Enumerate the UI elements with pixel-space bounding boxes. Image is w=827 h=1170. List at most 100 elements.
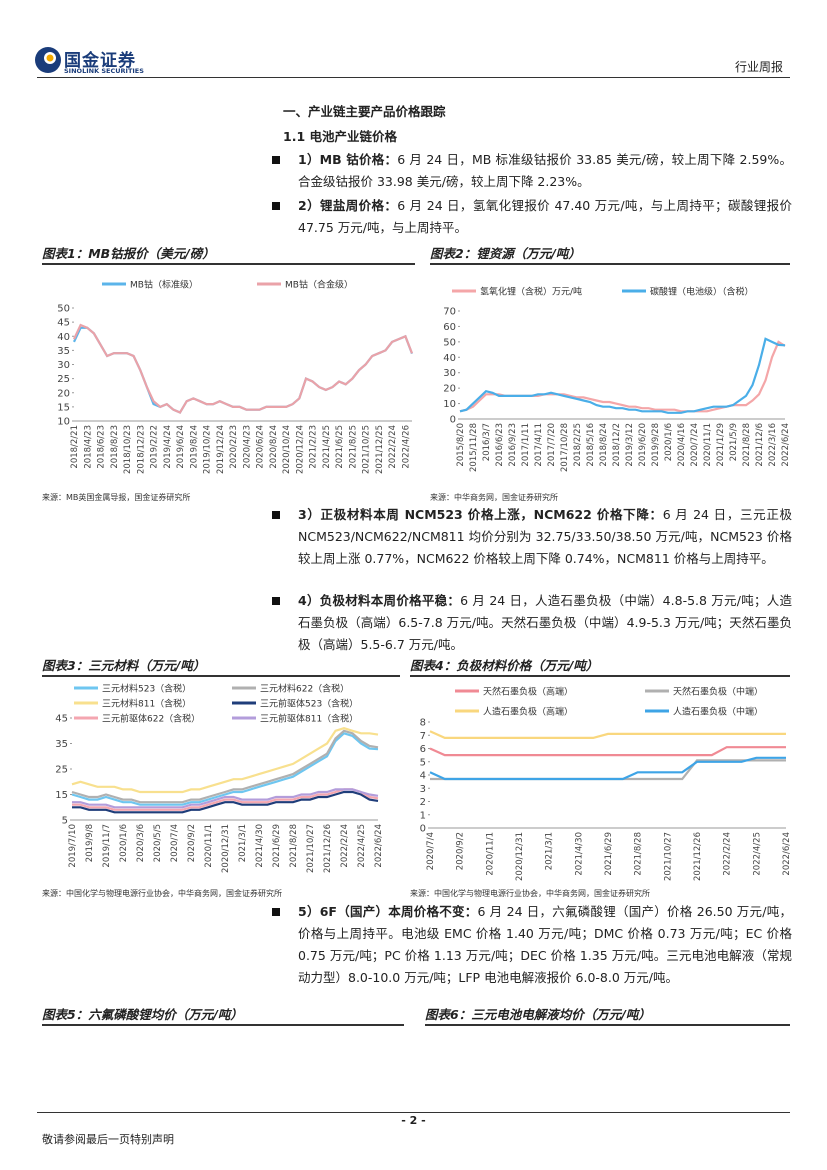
y-tick-label: 10: [443, 399, 456, 410]
x-tick-label: 2020/11/1: [204, 824, 214, 868]
figure-title: 图表2：锂资源（万元/吨）: [430, 243, 790, 265]
x-tick-label: 2021/6/29: [604, 832, 614, 876]
x-tick-label: 2019/11/7: [102, 824, 112, 868]
y-tick-label: 25: [57, 374, 70, 385]
page-number: - 2 -: [401, 1114, 426, 1127]
x-tick-label: 2021/12/26: [323, 824, 333, 873]
bullet-lead: 3）正极材料本周 NCM523 价格上涨，NCM622 价格下降：: [298, 507, 663, 522]
x-tick-label: 2020/4/23: [242, 425, 252, 469]
x-tick-label: 2021/10/27: [663, 832, 673, 881]
x-tick-label: 2021/5/9: [729, 423, 739, 461]
x-tick-label: 2021/12/25: [375, 425, 385, 474]
bullet-lead: 5）6F（国产）本周价格不变：: [298, 904, 478, 919]
brand-en: SINOLINK SECURITIES: [64, 67, 144, 75]
y-tick-label: 35: [57, 346, 70, 357]
y-tick-label: 50: [57, 304, 70, 315]
chart: 5 15 25 35 45 2019/7/10 2019/9/8 2019/11/7 2020/…: [55, 683, 384, 874]
y-tick-label: 35: [55, 739, 68, 750]
x-tick-label: 2020/12/31: [515, 832, 525, 881]
bullet: 4）负极材料本周价格平稳：6 月 24 日，人造石墨负极（中端）4.8-5.8 …: [272, 590, 792, 656]
legend-label: 三元前驱体523（含税）: [260, 698, 358, 710]
x-tick-label: 2018/12/2: [612, 423, 622, 467]
legend-label: MB钴（标准级）: [130, 279, 198, 291]
y-tick-label: 8: [420, 718, 426, 729]
bullet-lead: 2）锂盐周价格：: [298, 198, 398, 213]
x-tick-label: 2022/4/25: [752, 832, 762, 876]
x-tick-label: 2022/6/24: [374, 824, 384, 868]
series-line: [429, 756, 786, 781]
x-tick-label: 2019/8/24: [189, 425, 199, 469]
legend-label: 碳酸锂（电池级）（含税）: [650, 286, 754, 298]
series-line: [459, 340, 786, 413]
legend-label: 天然石墨负极（中端）: [673, 686, 763, 698]
y-tick-label: 10: [57, 417, 70, 428]
x-tick-label: 2021/3/1: [545, 832, 555, 870]
x-tick-label: 2019/10/24: [203, 425, 213, 474]
x-tick-label: 2020/11/1: [703, 423, 713, 467]
x-tick-label: 2017/10/28: [560, 423, 570, 472]
x-tick-label: 2018/2/25: [573, 423, 583, 467]
legend-label: 三元材料523（含税）: [102, 683, 191, 695]
brand: 国金证券: [64, 51, 136, 71]
legend-label: 三元材料622（含税）: [260, 683, 349, 695]
x-tick-label: 2018/8/24: [599, 423, 609, 467]
y-tick-label: 45: [55, 714, 68, 725]
x-tick-label: 2021/8/28: [742, 423, 752, 467]
bullet: 3）正极材料本周 NCM523 价格上涨，NCM622 价格下降：6 月 24 …: [272, 504, 792, 570]
x-tick-label: 2020/1/6: [664, 423, 674, 461]
x-tick-label: 2020/12/24: [295, 425, 305, 474]
y-tick-label: 60: [443, 322, 456, 333]
x-tick-label: 2021/10/25: [362, 425, 372, 474]
bullet-lead: 4）负极材料本周价格平稳：: [298, 593, 461, 608]
x-tick-label: 2020/4/16: [677, 423, 687, 467]
legend-label: MB钴（合金级）: [285, 279, 353, 291]
chart: 10 15 20 25 30 35 40 45 50 2018/2/21 2018/4/23 2018…: [57, 279, 414, 474]
x-tick-label: 2021/8/25: [348, 425, 358, 469]
y-tick-label: 45: [57, 318, 70, 329]
series-line: [72, 788, 379, 809]
series-line: [73, 323, 414, 414]
subsection-title: 1.1 电池产业链价格: [283, 129, 397, 144]
x-tick-label: 2015/11/28: [469, 423, 479, 472]
x-tick-label: 2021/4/30: [255, 824, 265, 868]
series-line: [71, 727, 379, 794]
x-tick-label: 2021/1/29: [716, 423, 726, 467]
bullet-text: 6 月 24 日，三元正极 NCM523/NCM622/NCM811 均价分别为…: [298, 507, 793, 566]
y-tick-label: 1: [420, 810, 426, 821]
x-tick-label: 2022/2/24: [388, 425, 398, 469]
x-tick-label: 2020/11/1: [485, 832, 495, 876]
x-tick-label: 2018/12/23: [136, 425, 146, 474]
y-tick-label: 7: [420, 731, 426, 742]
x-tick-label: 2018/8/23: [110, 425, 120, 469]
x-tick-label: 2019/4/24: [163, 425, 173, 469]
figure-title: 图表6：三元电池电解液均价（万元/吨）: [425, 1004, 790, 1026]
y-tick-label: 70: [443, 307, 456, 318]
x-tick-label: 2020/2/23: [229, 425, 239, 469]
x-tick-label: 2021/8/28: [634, 832, 644, 876]
x-tick-label: 2018/6/23: [97, 425, 107, 469]
x-tick-label: 2020/12/31: [221, 824, 231, 873]
legend-label: 三元前驱体811（含税）: [260, 713, 358, 725]
x-tick-label: 2016/3/7: [482, 423, 492, 461]
y-tick-label: 5: [62, 816, 68, 827]
legend-label: 氢氧化锂（含税）万元/吨: [480, 286, 582, 298]
footer-rule: [37, 1112, 790, 1113]
x-tick-label: 2022/2/24: [723, 832, 733, 876]
legend-label: 三元材料811（含税）: [102, 698, 191, 710]
x-tick-label: 2022/2/24: [340, 824, 350, 868]
series-line: [72, 790, 379, 814]
figure-title: 图表5：六氟磷酸锂均价（万元/吨）: [42, 1004, 404, 1026]
bullet-text: 6 月 24 日，氢氧化锂报价 47.40 万元/吨，与上周持平；碳酸锂报价 4…: [298, 198, 792, 235]
x-tick-label: 2019/3/12: [625, 423, 635, 467]
y-tick-label: 20: [443, 384, 456, 395]
legend-label: 三元前驱体622（含税）: [102, 713, 200, 725]
series-line: [459, 337, 786, 414]
x-tick-label: 2021/10/27: [306, 824, 316, 873]
x-tick-label: 2017/1/11: [521, 423, 531, 467]
x-tick-label: 2020/7/24: [690, 423, 700, 467]
x-tick-label: 2019/12/24: [216, 425, 226, 474]
y-tick-label: 15: [55, 790, 68, 801]
y-tick-label: 25: [55, 765, 68, 776]
legend-label: 人造石墨负极（高端）: [483, 706, 573, 718]
series-line: [429, 746, 786, 757]
